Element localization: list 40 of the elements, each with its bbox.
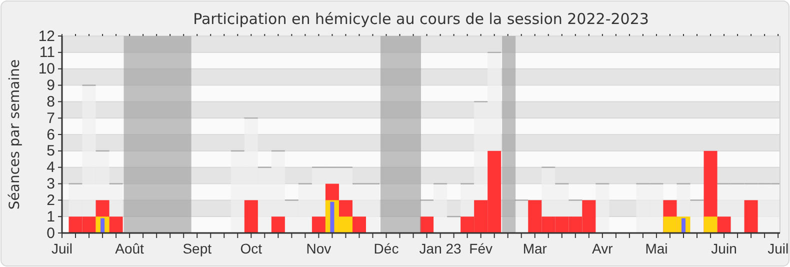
bar	[704, 216, 718, 233]
y-tick-label: 9	[46, 77, 55, 94]
bar	[244, 200, 258, 233]
x-tick-label: Oct	[240, 240, 262, 257]
x-tick-label: Avr	[592, 240, 614, 257]
bar	[271, 216, 285, 233]
y-tick-label: 7	[46, 110, 55, 127]
bar	[330, 202, 334, 233]
y-tick-label: 3	[46, 176, 55, 193]
x-tick-label: Juil	[768, 240, 789, 257]
y-tick-label: 6	[46, 126, 55, 144]
bar	[109, 216, 123, 233]
bar	[744, 200, 758, 233]
y-tick-label: 10	[38, 60, 55, 78]
y-tick-label: 1	[46, 208, 55, 226]
y-tick-label: 12	[38, 28, 55, 45]
y-axis-title: Séances par semaine	[7, 59, 23, 210]
bar	[352, 216, 366, 233]
chart-title: Participation en hémicycle au cours de la session 2022-2023	[193, 10, 649, 28]
y-tick-label: 8	[46, 93, 55, 110]
y-tick-label: 2	[46, 192, 55, 209]
y-tick-label: 0	[46, 224, 55, 242]
y-tick-label: 4	[46, 159, 55, 176]
bar	[717, 216, 731, 233]
x-tick-label: Sept	[182, 240, 212, 257]
x-tick-label: Août	[115, 240, 144, 257]
x-tick-label: Fév	[469, 240, 493, 257]
x-tick-label: Juin	[711, 240, 737, 257]
x-tick-label: Jan 23	[419, 240, 462, 257]
bar	[312, 216, 326, 233]
y-tick-label: 5	[46, 142, 55, 160]
bar	[420, 216, 434, 233]
bar	[100, 218, 105, 233]
x-tick-label: Mai	[645, 240, 668, 257]
y-tick-label: 11	[39, 44, 55, 62]
x-tick-label: Déc	[374, 240, 399, 257]
x-tick-label: Juil	[51, 240, 73, 257]
x-tick-label: Nov	[306, 240, 332, 257]
x-tick-label: Mar	[522, 240, 548, 257]
bar	[681, 218, 686, 233]
